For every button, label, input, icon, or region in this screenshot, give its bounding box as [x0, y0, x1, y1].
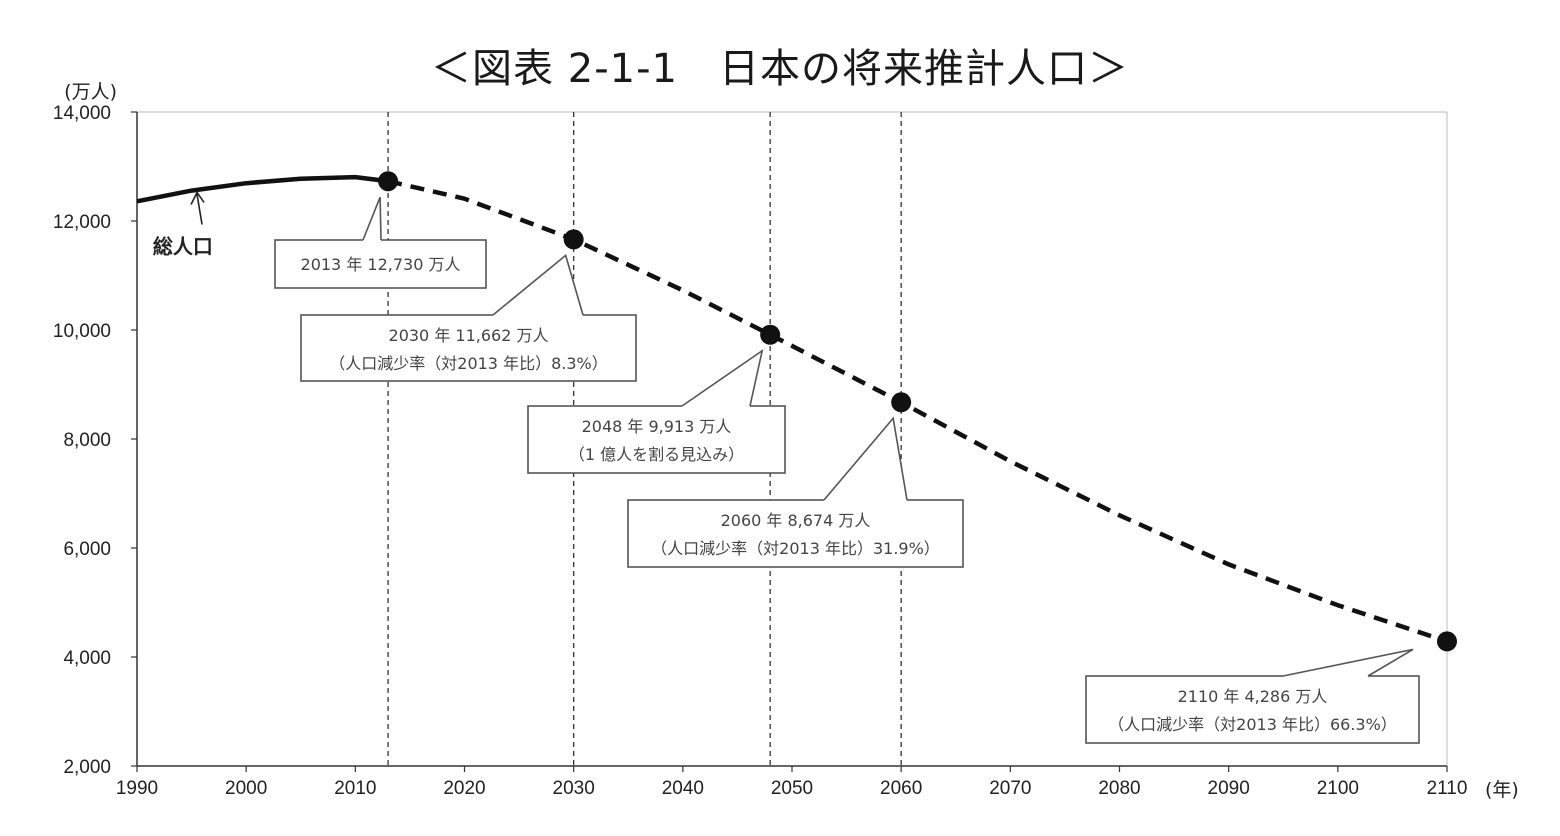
chart-title: ＜図表 2-1-1 日本の将来推計人口＞ [431, 46, 1129, 92]
x-tick-label: 2050 [771, 778, 813, 799]
y-tick-label: 4,000 [63, 648, 111, 669]
x-tick-label: 1990 [116, 778, 158, 799]
callout-tail [823, 416, 908, 501]
callout-text: 2060 年 8,674 万人 [721, 511, 871, 530]
callout-tail [681, 348, 764, 407]
x-tick-label: 2080 [1098, 778, 1140, 799]
y-tick-label: 10,000 [53, 321, 111, 342]
callout-text: 2030 年 11,662 万人 [389, 326, 549, 345]
x-tick-label: 2000 [225, 778, 267, 799]
y-tick-label: 14,000 [53, 103, 111, 124]
y-tick-label: 6,000 [63, 539, 111, 560]
x-tick-label: 2090 [1208, 778, 1250, 799]
x-tick-label: 2070 [989, 778, 1031, 799]
callout-tail [1282, 648, 1414, 677]
callout-text: （1 億人を割る見込み） [569, 445, 744, 464]
y-tick-label: 2,000 [63, 757, 111, 778]
y-unit-label: (万人) [64, 81, 117, 103]
series-line-total-population [136, 174, 389, 204]
x-tick-label: 2100 [1317, 778, 1359, 799]
x-tick-label: 2010 [334, 778, 376, 799]
x-tick-label: 2060 [880, 778, 922, 799]
x-tick-label: 2040 [662, 778, 704, 799]
callout-box [274, 239, 487, 289]
data-point [760, 324, 781, 345]
callout-tail [492, 254, 584, 316]
callout-box [527, 405, 786, 474]
x-tick-label: 2020 [443, 778, 485, 799]
callout-text: （人口減少率（対2013 年比）31.9%） [651, 539, 940, 558]
callout-text: 2013 年 12,730 万人 [301, 255, 461, 274]
data-point [891, 392, 912, 413]
callout-tail [362, 196, 382, 241]
series-line-projection [387, 179, 1448, 644]
callout-box [627, 499, 964, 568]
data-point [563, 229, 584, 250]
callout-text: （人口減少率（対2013 年比）8.3%） [329, 354, 607, 373]
callout-text: （人口減少率（対2013 年比）66.3%） [1108, 715, 1397, 734]
callout-box [300, 314, 637, 382]
y-tick-label: 12,000 [53, 212, 111, 233]
data-point [378, 171, 399, 192]
callout-text: 2110 年 4,286 万人 [1178, 687, 1328, 706]
series-label-arrow [190, 190, 205, 225]
x-tick-label: 2110 [1427, 778, 1468, 799]
callout-text: 2048 年 9,913 万人 [582, 417, 732, 436]
data-point [1437, 631, 1457, 652]
y-tick-label: 8,000 [63, 430, 111, 451]
callout-box [1085, 675, 1420, 744]
x-unit-label: (年) [1485, 779, 1519, 801]
series-label: 総人口 [153, 234, 213, 258]
x-tick-label: 2030 [553, 778, 595, 799]
